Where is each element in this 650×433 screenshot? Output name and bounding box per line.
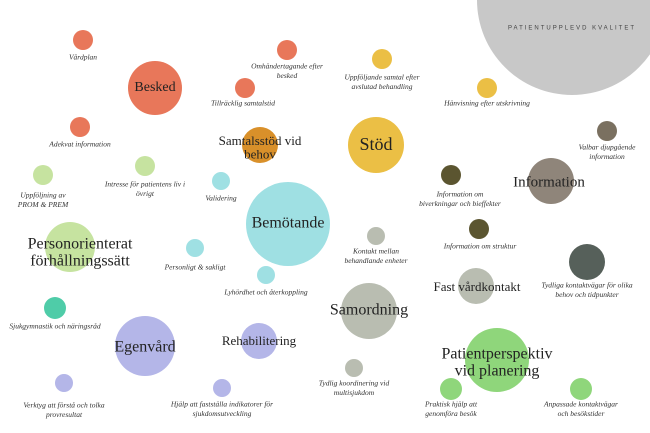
bubble-caption: Omhändertagande efter	[251, 62, 323, 71]
bubble-label: Bemötande	[252, 215, 325, 232]
bubble-caption: Praktisk hjälp att	[424, 400, 478, 409]
bubble-caption: Anpassade kontaktvägar	[543, 400, 618, 409]
bubble-caption: behandlande enheter	[344, 256, 407, 265]
bubble	[115, 316, 175, 376]
bubble-caption: Sjukgymnastik och näringsråd	[9, 322, 100, 331]
bubble-caption: Vårdplan	[69, 53, 97, 62]
bubble-label: Rehabilitering	[222, 333, 297, 348]
bubble-caption: Adekvat information	[48, 140, 111, 149]
bubble	[128, 61, 182, 115]
bubble	[33, 165, 53, 185]
bubble-caption: Validering	[205, 194, 236, 203]
bubble	[477, 78, 497, 98]
bubble	[73, 30, 93, 50]
bubble-label: Fast vårdkontakt	[433, 279, 520, 294]
bubble	[277, 40, 297, 60]
bubble-caption: genomföra besök	[425, 409, 477, 418]
bubble	[242, 127, 278, 163]
bubble	[257, 266, 275, 284]
bubble-caption: behov och tidpunkter	[555, 290, 618, 299]
bubble-caption: besked	[277, 71, 298, 80]
bubble	[458, 268, 494, 304]
bubble-caption: Hänvisning efter utskrivning	[443, 99, 530, 108]
bubble-label: Personorienterat	[28, 236, 133, 253]
bubble	[597, 121, 617, 141]
bubble-caption: Lyhördhet och återkoppling	[223, 288, 307, 297]
bubble	[241, 323, 277, 359]
bubble	[469, 219, 489, 239]
bubble-caption: Uppföljning av	[20, 191, 66, 200]
bubble-caption: information	[589, 152, 625, 161]
bubble	[213, 379, 231, 397]
bubble	[135, 156, 155, 176]
bubble-caption: Tillräcklig samtalstid	[211, 99, 275, 108]
bubble-label: Samtalsstöd vid	[219, 133, 302, 148]
bubble	[440, 378, 462, 400]
bubble	[235, 78, 255, 98]
bubble-label: Egenvård	[114, 339, 175, 356]
bubble-caption: PROM & PREM	[17, 200, 69, 209]
bubble	[70, 117, 90, 137]
bubble	[186, 239, 204, 257]
bubble	[44, 297, 66, 319]
bubble-caption: Verktyg att förstå och tolka	[23, 401, 104, 410]
title: PATIENTUPPLEVD KVALITET	[508, 26, 636, 32]
bubble-caption: provresultat	[45, 410, 83, 419]
bubble-caption: Tydliga kontaktvägar för olika	[541, 281, 633, 290]
bubble-caption: multisjukdom	[334, 388, 375, 397]
bubble	[348, 117, 404, 173]
bubble-label: vid planering	[455, 362, 540, 379]
bubble	[367, 227, 385, 245]
bubble-caption: avslutad behandling	[351, 82, 412, 91]
bubble-label: Stöd	[359, 134, 392, 154]
title-circle	[477, 0, 650, 95]
bubble	[569, 244, 605, 280]
bubble-caption: Valbar djupgående	[579, 143, 637, 152]
bubble	[45, 222, 95, 272]
bubble-caption: sjukdomsutveckling	[193, 409, 252, 418]
bubble	[341, 283, 397, 339]
bubble	[528, 158, 574, 204]
bubble-caption: Kontakt mellan	[352, 247, 399, 256]
bubble	[246, 182, 330, 266]
bubble-caption: Information om	[436, 190, 484, 199]
bubble-label: Information	[513, 174, 585, 190]
bubble-label: Patientperspektiv	[441, 346, 552, 363]
bubble-caption: Intresse för patientens liv i	[104, 180, 185, 189]
bubble-caption: övrigt	[136, 189, 155, 198]
bubble-caption: Personligt & sakligt	[164, 263, 227, 272]
bubble	[465, 328, 529, 392]
bubble-caption: Tydlig koordinering vid	[319, 379, 390, 388]
bubble-caption: Hjälp att fastställa indikatorer för	[170, 400, 273, 409]
bubble	[372, 49, 392, 69]
bubble-caption: och besökstider	[558, 409, 605, 418]
bubble-caption: Uppföljande samtal efter	[345, 73, 420, 82]
bubble	[570, 378, 592, 400]
bubble-caption: Information om struktur	[443, 242, 517, 251]
bubble-label: Besked	[134, 80, 175, 95]
bubble	[212, 172, 230, 190]
bubble-label: behov	[244, 147, 276, 162]
bubble	[345, 359, 363, 377]
bubble	[441, 165, 461, 185]
bubble-label: Samordning	[330, 302, 408, 319]
bubble-label: förhållningssätt	[30, 252, 130, 269]
bubble-caption: biverkningar och bieffekter	[419, 199, 501, 208]
bubble	[55, 374, 73, 392]
